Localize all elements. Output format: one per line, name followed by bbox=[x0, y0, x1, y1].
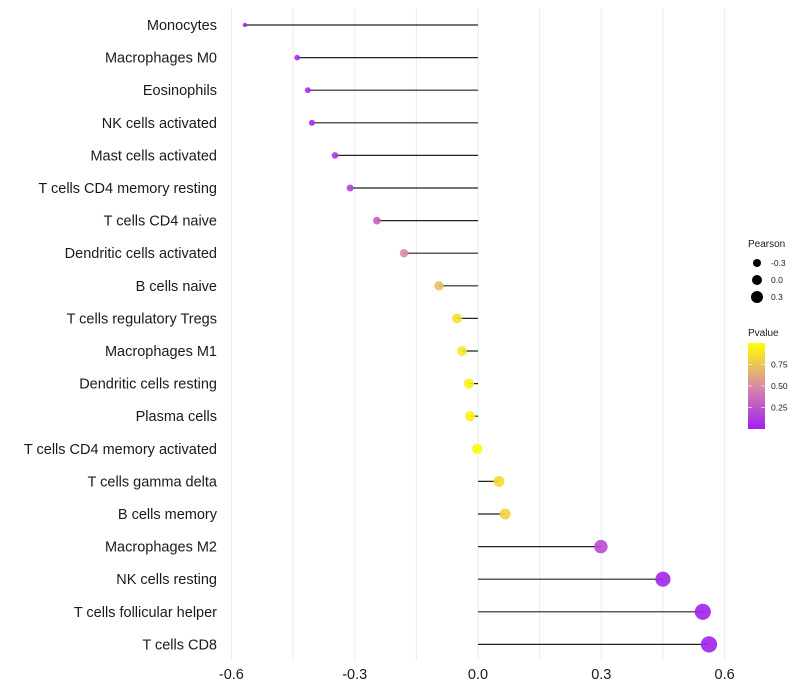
points bbox=[242, 22, 718, 653]
y-axis-label: T cells CD4 memory activated bbox=[24, 442, 217, 458]
stems bbox=[244, 24, 709, 646]
lollipop-point bbox=[308, 119, 315, 126]
legend-size-title: Pearson bbox=[748, 239, 785, 250]
lollipop-point bbox=[472, 443, 483, 454]
legend-size-label: 0.0 bbox=[771, 275, 783, 285]
lollipop-point bbox=[499, 508, 511, 520]
lollipop-point bbox=[331, 152, 339, 159]
y-axis-label: Monocytes bbox=[147, 18, 217, 34]
lollipop-point bbox=[700, 636, 718, 653]
legend-size-label: 0.3 bbox=[771, 292, 783, 302]
y-axis-label: T cells follicular helper bbox=[74, 605, 217, 621]
y-axis-label: B cells memory bbox=[118, 507, 218, 523]
x-tick-label: 0.6 bbox=[715, 667, 735, 683]
lollipop-point bbox=[452, 313, 462, 324]
grid-lines bbox=[230, 8, 726, 660]
lollipop-point bbox=[456, 346, 467, 356]
y-axis-label: Mast cells activated bbox=[90, 148, 217, 164]
legend-size-dot bbox=[752, 275, 762, 285]
y-axis-label: Dendritic cells activated bbox=[65, 246, 217, 262]
legend-color-label: 0.50 bbox=[771, 381, 788, 391]
y-axis-label: T cells CD4 naive bbox=[104, 214, 217, 230]
y-axis-label: T cells CD4 memory resting bbox=[38, 181, 217, 197]
y-axis-label: T cells gamma delta bbox=[88, 474, 218, 490]
y-axis-label: Eosinophils bbox=[143, 83, 217, 99]
x-tick-label: 0.0 bbox=[468, 667, 488, 683]
lollipop-point bbox=[694, 603, 711, 620]
y-axis-label: T cells regulatory Tregs bbox=[67, 311, 217, 327]
x-tick-label: -0.6 bbox=[219, 667, 244, 683]
lollipop-point bbox=[465, 411, 476, 422]
lollipop-point bbox=[242, 22, 248, 28]
lollipop-point bbox=[399, 248, 409, 258]
y-axis-label: NK cells resting bbox=[116, 572, 217, 588]
lollipop-point bbox=[594, 539, 608, 554]
legend-size-label: -0.3 bbox=[771, 258, 786, 268]
pvalue-colorbar bbox=[748, 343, 765, 429]
lollipop-point bbox=[346, 184, 354, 192]
lollipop-point bbox=[493, 475, 505, 487]
lollipop-point bbox=[434, 281, 444, 291]
lollipop-point bbox=[304, 87, 311, 94]
color-legend: 0.75 0.50 0.25 bbox=[748, 360, 788, 413]
legend-color-title: Pvalue bbox=[748, 328, 779, 339]
x-axis-ticks: -0.6 -0.3 0.0 0.3 0.6 bbox=[219, 667, 735, 683]
y-axis-labels: Monocytes Macrophages M0 Eosinophils NK cel… bbox=[24, 18, 218, 653]
y-axis-label: Macrophages M0 bbox=[105, 51, 217, 67]
legend-size-dot bbox=[751, 291, 763, 303]
lollipop-point bbox=[294, 54, 301, 61]
lollipop-point bbox=[373, 216, 381, 225]
x-tick-label: 0.3 bbox=[591, 667, 611, 683]
y-axis-label: Plasma cells bbox=[136, 409, 217, 425]
y-axis-label: T cells CD8 bbox=[142, 637, 217, 653]
y-axis-label: Macrophages M2 bbox=[105, 540, 217, 556]
lollipop-point bbox=[655, 571, 671, 587]
lollipop-point bbox=[463, 378, 475, 389]
legend-color-label: 0.75 bbox=[771, 360, 788, 370]
y-axis-label: Dendritic cells resting bbox=[79, 377, 217, 393]
legend-size-dot bbox=[753, 259, 761, 267]
legend: Pearson -0.3 0.0 0.3 Pvalue 0.75 0.50 0.25 bbox=[748, 239, 788, 429]
size-legend: -0.3 0.0 0.3 bbox=[751, 258, 786, 303]
legend-color-label: 0.25 bbox=[771, 403, 788, 413]
y-axis-label: Macrophages M1 bbox=[105, 344, 217, 360]
y-axis-label: B cells naive bbox=[136, 279, 217, 295]
y-axis-label: NK cells activated bbox=[102, 116, 217, 132]
x-tick-label: -0.3 bbox=[342, 667, 367, 683]
